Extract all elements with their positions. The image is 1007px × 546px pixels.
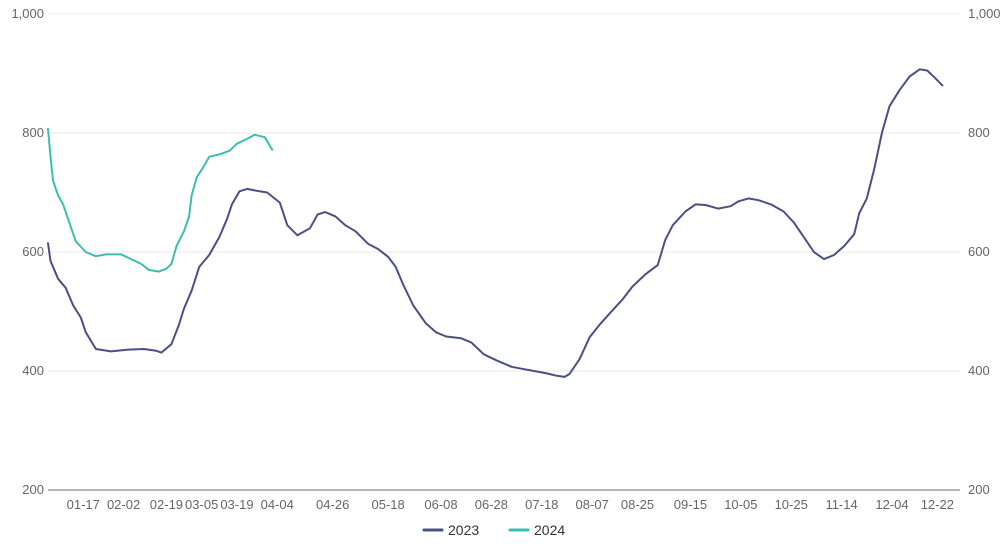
x-tick-label: 06-28 <box>475 497 508 512</box>
y-tick-label-left: 800 <box>22 125 44 140</box>
x-tick-label: 10-05 <box>724 497 757 512</box>
series-line-2024 <box>47 127 274 273</box>
x-tick-label: 10-25 <box>775 497 808 512</box>
grid-lines <box>48 13 960 372</box>
x-tick-label: 12-22 <box>921 497 954 512</box>
x-tick-label: 09-15 <box>674 497 707 512</box>
x-tick-label: 08-07 <box>576 497 609 512</box>
legend[interactable]: 2023 2024 <box>422 522 565 538</box>
x-tick-label: 02-02 <box>107 497 140 512</box>
x-tick-label: 12-04 <box>875 497 908 512</box>
x-tick-label: 07-18 <box>525 497 558 512</box>
x-tick-label: 11-14 <box>825 497 857 512</box>
y-tick-label-right: 400 <box>968 363 990 378</box>
y-tick-label-right: 800 <box>968 125 990 140</box>
y-tick-label-right: 600 <box>968 244 990 259</box>
y-tick-label-left: 1,000 <box>11 6 44 21</box>
x-tick-label: 02-19 <box>150 497 183 512</box>
x-tick-label: 06-08 <box>424 497 457 512</box>
left-y-axis: 200 400 600 800 1,000 <box>11 6 44 497</box>
legend-item-2023[interactable]: 2023 <box>422 522 479 538</box>
x-tick-label: 01-17 <box>67 497 100 512</box>
right-y-axis: 200 400 600 800 1,000 <box>968 6 1001 497</box>
y-tick-label-left: 600 <box>22 244 44 259</box>
x-tick-label: 08-25 <box>621 497 654 512</box>
x-tick-label: 03-19 <box>220 497 253 512</box>
y-tick-label-left: 200 <box>22 482 44 497</box>
x-tick-label: 04-04 <box>261 497 294 512</box>
legend-item-2024[interactable]: 2024 <box>508 522 565 538</box>
x-tick-label: 03-05 <box>185 497 218 512</box>
x-axis: 01-17 02-02 02-19 03-05 03-19 04-04 04-26 05-18… <box>48 489 960 512</box>
y-tick-label-right: 200 <box>968 482 990 497</box>
y-tick-label-left: 400 <box>22 363 44 378</box>
legend-label: 2023 <box>448 522 479 538</box>
series-line-2023 <box>47 68 944 378</box>
y-tick-label-right: 1,000 <box>968 6 1001 21</box>
x-tick-label: 04-26 <box>316 497 349 512</box>
x-tick-label: 05-18 <box>371 497 404 512</box>
series-lines <box>47 68 944 378</box>
legend-label: 2024 <box>534 522 565 538</box>
